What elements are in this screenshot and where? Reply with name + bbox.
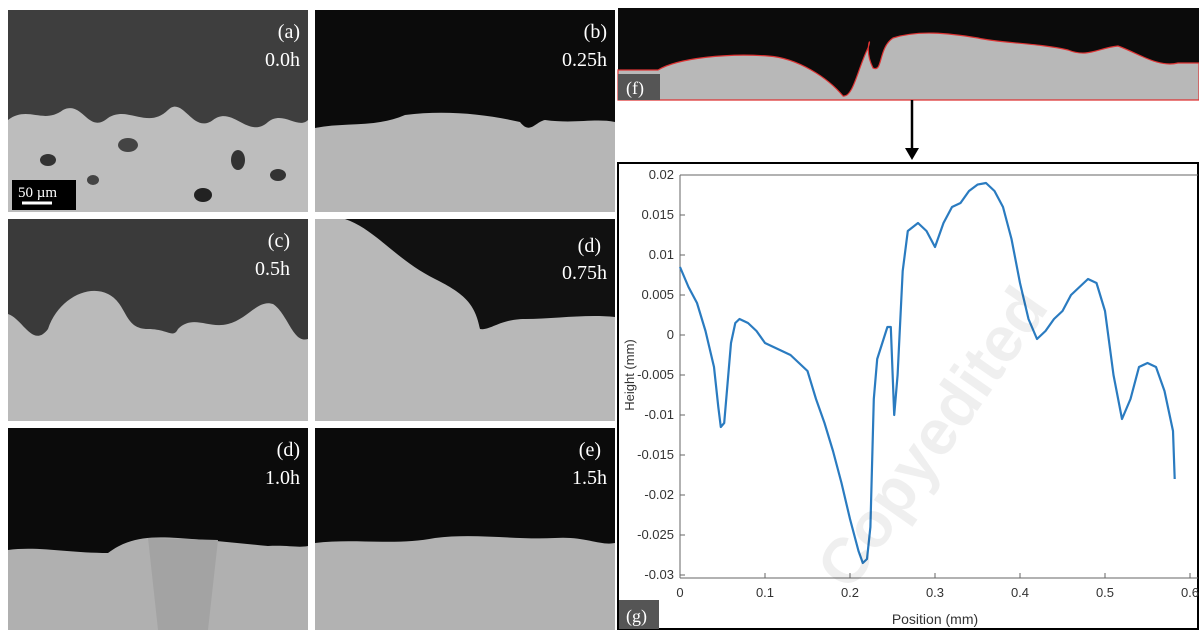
panel-label: (a) (278, 21, 300, 43)
x-tick-label: 0.5 (1096, 585, 1114, 600)
y-tick-label: -0.01 (644, 407, 674, 422)
x-tick-label: 0.1 (756, 585, 774, 600)
micrograph: 50 µm (a) 0.0h (8, 10, 308, 212)
panel-time: 0.25h (562, 49, 607, 71)
y-tick-label: -0.015 (637, 447, 674, 462)
panel-time: 1.0h (265, 467, 300, 489)
y-tick-label: -0.025 (637, 527, 674, 542)
panel-time: 0.0h (265, 49, 300, 71)
scale-bar: 50 µm (18, 185, 57, 201)
profile-image: (f) (618, 8, 1199, 100)
y-tick-label: 0 (667, 327, 674, 342)
y-tick-label: -0.03 (644, 567, 674, 582)
panel-label: (e) (579, 439, 601, 461)
y-tick-label: -0.005 (637, 367, 674, 382)
micrograph: (b) 0.25h (315, 10, 615, 212)
y-tick-label: 0.01 (649, 247, 674, 262)
x-tick-label: 0.4 (1011, 585, 1029, 600)
x-axis-title: Position (mm) (892, 611, 978, 627)
y-tick-label: 0.015 (641, 207, 674, 222)
y-tick-label: 0.005 (641, 287, 674, 302)
y-axis-title: Height (mm) (622, 339, 637, 411)
panel-label: (c) (268, 230, 290, 252)
y-tick-label: -0.02 (644, 487, 674, 502)
micrograph: (d) 1.0h (8, 428, 308, 630)
panel-label: (d) (277, 439, 300, 461)
panel-label: (b) (584, 21, 607, 43)
figure: 50 µm (a) 0.0h (b) 0.25h (c) 0.5h (d) 0.… (0, 0, 1199, 630)
panel-label: (g) (626, 606, 647, 627)
panel-time: 1.5h (572, 467, 607, 489)
panel-time: 0.5h (255, 258, 290, 280)
panel-time: 0.75h (562, 262, 607, 284)
micrograph: (e) 1.5h (315, 428, 615, 630)
panel-label: (f) (626, 78, 644, 99)
micrograph: (d) 0.75h (315, 219, 615, 421)
panel-label: (d) (578, 235, 601, 257)
x-tick-label: 0 (676, 585, 683, 600)
micrograph: (c) 0.5h (8, 219, 308, 421)
x-tick-label: 0.6 (1181, 585, 1199, 600)
y-tick-label: 0.02 (649, 167, 674, 182)
x-tick-label: 0.3 (926, 585, 944, 600)
